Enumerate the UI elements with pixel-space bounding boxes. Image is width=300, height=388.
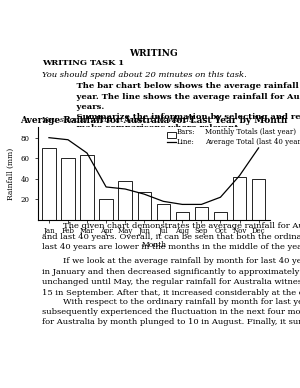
Text: The bar chart below shows the average rainfall for Australia by month for last
 : The bar chart below shows the average ra… [42, 82, 300, 132]
Text: Average Total (last 40 years): Average Total (last 40 years) [205, 139, 300, 147]
Bar [61, 158, 75, 220]
X-axis label: Month: Month [141, 241, 166, 249]
Bar [138, 192, 151, 220]
Bar [167, 132, 176, 138]
Text: You should write at least 150 words.: You should write at least 150 words. [42, 116, 196, 124]
Text: If we look at the average rainfall by month for last 40 years, it commenced at a: If we look at the average rainfall by mo… [42, 258, 300, 297]
Bar [233, 177, 246, 220]
Title: Average Rainfall for Australia for Last Year by Month: Average Rainfall for Australia for Last … [20, 116, 287, 125]
Bar [195, 208, 208, 220]
Bar [157, 204, 170, 220]
Text: Line:: Line: [177, 139, 195, 147]
Text: WRITING: WRITING [129, 49, 178, 58]
Text: Monthly Totals (last year): Monthly Totals (last year) [205, 128, 296, 136]
Bar [252, 179, 265, 220]
Bar [214, 211, 227, 220]
Bar [42, 148, 56, 220]
Text: WRITING TASK 1: WRITING TASK 1 [42, 59, 124, 68]
Bar [176, 211, 189, 220]
Y-axis label: Rainfall (mm): Rainfall (mm) [7, 147, 15, 200]
Text: You should spend about 20 minutes on this task.: You should spend about 20 minutes on thi… [42, 71, 247, 79]
Text: Bars:: Bars: [177, 128, 196, 136]
Text: The given chart demonstrates the average rainfall for Australia by month for las: The given chart demonstrates the average… [42, 222, 300, 251]
Bar [99, 199, 113, 220]
Text: With respect to the ordinary rainfall by month for last year, it started at abou: With respect to the ordinary rainfall by… [42, 298, 300, 326]
Bar [118, 181, 132, 220]
Bar [80, 155, 94, 220]
